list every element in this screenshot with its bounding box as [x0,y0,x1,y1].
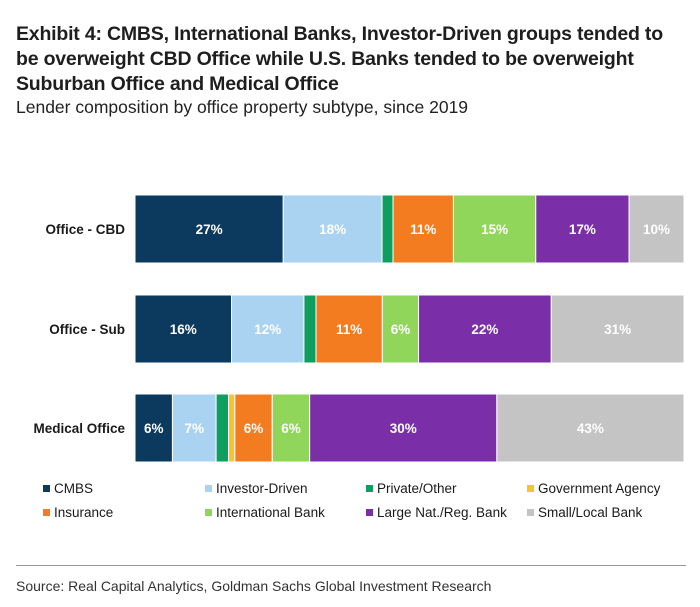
data-label: 18% [319,222,346,237]
data-label: 11% [336,322,362,337]
bar-segment [271,393,311,463]
legend-label: Investor-Driven [216,481,308,496]
data-label: 15% [481,222,508,237]
category-label: Medical Office [33,421,125,436]
chart-title: Exhibit 4: CMBS, International Banks, In… [16,23,663,95]
data-label: 7% [185,421,205,436]
source-note: Source: Real Capital Analytics, Goldman … [16,578,492,594]
data-label: 6% [391,322,411,337]
bar-segment [550,294,685,364]
legend-swatch [527,485,534,492]
bar-segment [134,393,173,463]
data-label: 6% [144,421,164,436]
bar-segment [215,393,230,463]
category-label: Office - Sub [49,322,125,337]
data-label: 16% [170,322,197,337]
legend-swatch [43,509,50,516]
legend-label: CMBS [54,481,93,496]
legend-label: International Bank [216,505,325,520]
divider [16,565,686,566]
legend-swatch [366,485,373,492]
bar-segment [134,294,233,364]
legend-label: Insurance [54,505,113,520]
legend-swatch [527,509,534,516]
data-label: 22% [471,322,498,337]
bar-segment [309,393,498,463]
legend-swatch [205,485,212,492]
data-label: 30% [390,421,417,436]
data-label: 10% [643,222,670,237]
bar-segment [452,194,537,264]
bar-segment [381,294,420,364]
legend-swatch [43,485,50,492]
bar-segment [231,294,305,364]
legend-label: Small/Local Bank [538,505,643,520]
chart-subtitle: Lender composition by office property su… [16,97,469,117]
bar-segment [535,194,630,264]
data-label: 12% [254,322,281,337]
bar-segment [315,294,383,364]
bar-segment [228,393,236,463]
bar-segment [134,194,284,264]
bar-segment [628,194,685,264]
legend-label: Large Nat./Reg. Bank [377,505,507,520]
stacked-bar-chart: Office - CBD 27% 18% 11% 15% 17% 10% Office - S… [33,194,685,520]
legend-label: Government Agency [538,481,661,496]
bar-segment [282,194,383,264]
bar-segment [171,393,217,463]
category-label: Office - CBD [45,222,125,237]
data-label: 6% [281,421,301,436]
bar-segment [303,294,317,364]
data-label: 27% [196,222,223,237]
legend-swatch [205,509,212,516]
data-label: 11% [410,222,436,237]
data-label: 17% [569,222,596,237]
bar-segment [381,194,394,264]
data-label: 43% [577,421,604,436]
bar-segment [496,393,685,463]
bar-segment [392,194,454,264]
legend-label: Private/Other [377,481,457,496]
data-label: 6% [244,421,264,436]
legend-swatch [366,509,373,516]
data-label: 31% [604,322,631,337]
